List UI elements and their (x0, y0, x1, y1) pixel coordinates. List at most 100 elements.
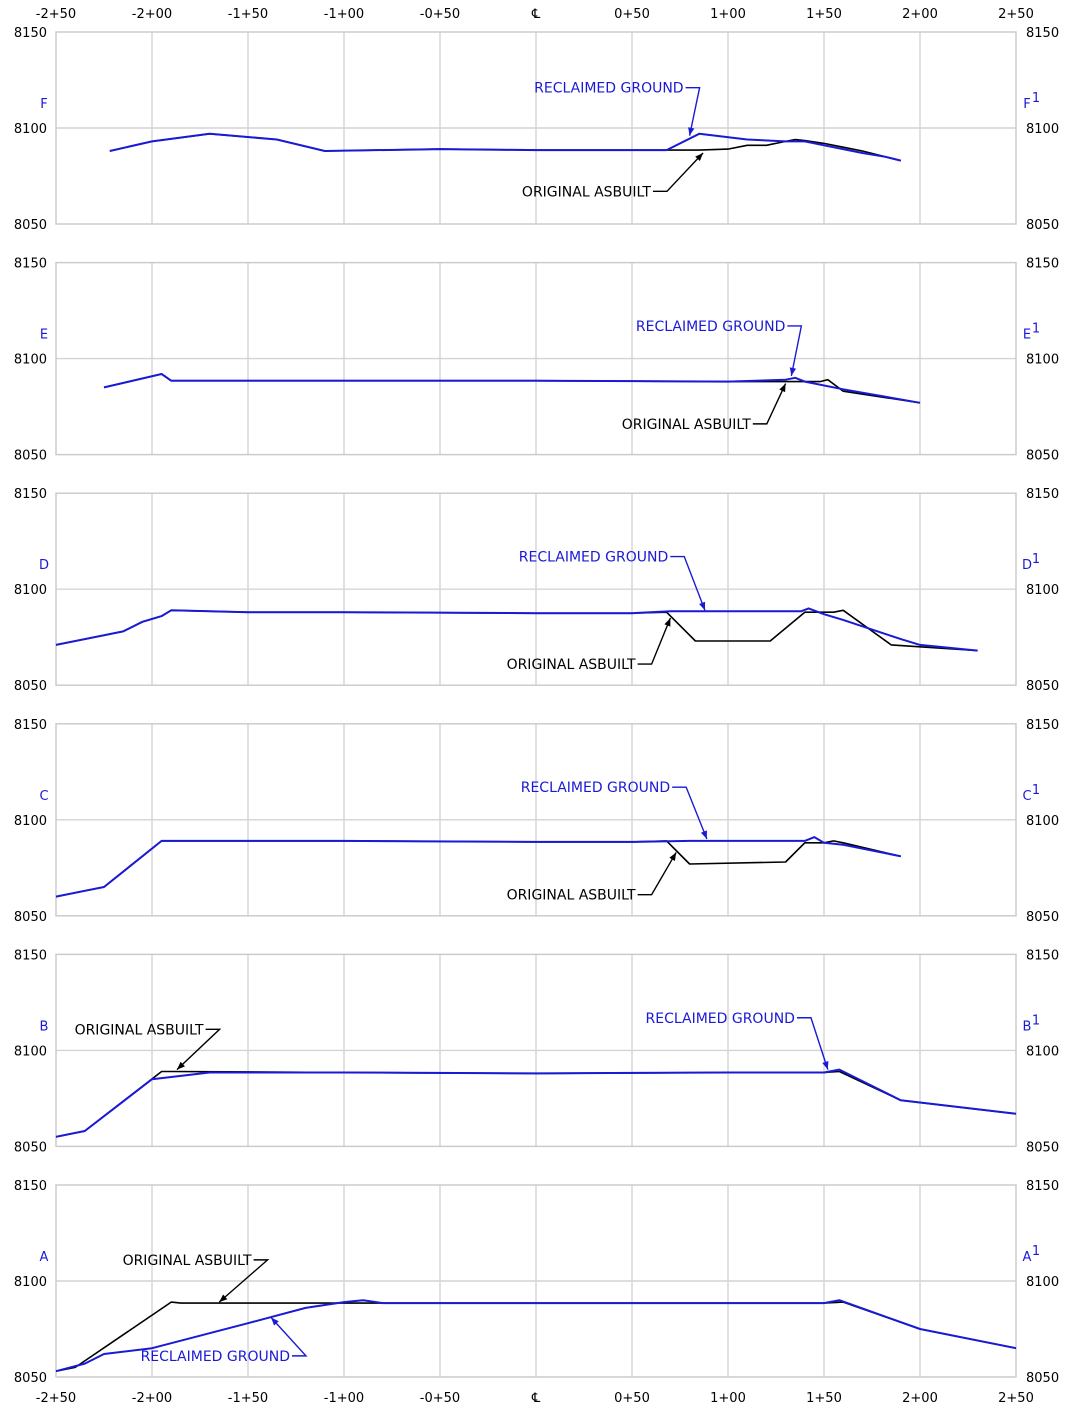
y-tick-label: 8150 (14, 948, 47, 963)
reclaimed-ground-label: RECLAIMED GROUND (646, 1011, 795, 1027)
y-tick-label: 8050 (14, 1371, 47, 1386)
y-tick-label: 8150 (14, 718, 47, 733)
reclaimed-ground-label: RECLAIMED GROUND (141, 1349, 290, 1365)
x-tick-label: 0+50 (614, 1391, 650, 1406)
reclaimed-ground-label: RECLAIMED GROUND (534, 81, 683, 97)
y-tick-label: 8050 (1026, 679, 1059, 694)
y-tick-label: 8050 (14, 910, 47, 925)
leader-arrowhead (699, 601, 706, 611)
reclaimed-ground-line (55, 1299, 1017, 1373)
y-tick-label: 8100 (14, 583, 47, 598)
y-tick-label: 8150 (1026, 257, 1059, 272)
leader-line (218, 1259, 270, 1303)
leader-line (270, 1317, 308, 1357)
y-tick-label: 8150 (14, 257, 47, 272)
y-tick-label: 8100 (14, 814, 47, 829)
x-tick-label: -1+50 (228, 1391, 268, 1406)
x-tick-label: 1+50 (806, 7, 842, 22)
y-tick-label: 8100 (14, 1044, 47, 1059)
y-tick-label: 8150 (1026, 948, 1059, 963)
leader-line (672, 786, 708, 840)
leader-arrowhead (822, 1061, 829, 1070)
panel-frame (55, 1184, 1017, 1378)
section-label-right: F (1023, 97, 1030, 112)
panel-frame (55, 492, 1017, 686)
panel-frame (55, 723, 1017, 917)
leader-arrowhead (271, 1317, 279, 1326)
section-label-left: D (39, 558, 49, 573)
panel-frame (55, 31, 1017, 225)
section-label-left: B (40, 1019, 49, 1034)
section-label-left: F (40, 97, 47, 112)
x-tick-label: -2+00 (132, 1391, 172, 1406)
original-asbuilt-label: ORIGINAL ASBUILT (522, 184, 651, 200)
section-label-right: E (1023, 328, 1031, 343)
section-label-left: A (40, 1250, 49, 1265)
y-tick-label: 8100 (1026, 583, 1059, 598)
y-tick-label: 8050 (1026, 910, 1059, 925)
original-asbuilt-label: ORIGINAL ASBUILT (123, 1253, 252, 1269)
leader-line (796, 1017, 829, 1070)
section-label-left: E (40, 328, 48, 343)
x-tick-label: -0+50 (420, 1391, 460, 1406)
reclaimed-ground-label: RECLAIMED GROUND (636, 319, 785, 335)
y-tick-label: 8150 (1026, 1179, 1059, 1194)
leader-line (787, 325, 803, 377)
x-tick-label: -1+50 (228, 7, 268, 22)
y-tick-label: 8100 (1026, 353, 1059, 368)
y-tick-label: 8150 (14, 26, 47, 41)
x-tick-label: ℄ (531, 7, 541, 22)
leader-arrowhead (688, 127, 695, 136)
section-label-superscript: 1 (1032, 552, 1040, 567)
leader-line (176, 1028, 222, 1071)
reclaimed-ground-line (103, 373, 921, 404)
panel-frame (55, 953, 1017, 1148)
x-tick-label: 1+50 (806, 1391, 842, 1406)
section-label-right: D (1022, 558, 1032, 573)
x-tick-label: 2+50 (998, 7, 1034, 22)
original-asbuilt-label: ORIGINAL ASBUILT (75, 1022, 204, 1038)
y-tick-label: 8150 (14, 1179, 47, 1194)
y-tick-label: 8100 (14, 122, 47, 137)
top-station-axis: -2+50 -2+00 -1+50 -1+00 -0+50 ℄ 0+50 1+00 1+50 2+… (36, 7, 1034, 22)
x-tick-label: 2+50 (998, 1391, 1034, 1406)
leader-arrowhead (700, 830, 707, 839)
x-tick-label: 2+00 (902, 7, 938, 22)
leader-arrowhead (695, 152, 704, 161)
x-tick-label: -2+00 (132, 7, 172, 22)
section-label-right: C (1022, 789, 1031, 804)
leader-arrowhead (779, 383, 786, 393)
section-label-superscript: 1 (1032, 91, 1040, 106)
y-tick-label: 8100 (1026, 1275, 1059, 1290)
y-tick-label: 8050 (14, 679, 47, 694)
leader-arrowhead (219, 1294, 228, 1303)
reclaimed-ground-label: RECLAIMED GROUND (521, 780, 670, 796)
x-tick-label: -1+00 (324, 1391, 364, 1406)
y-tick-label: 8100 (1026, 1044, 1059, 1059)
leader-line (637, 617, 672, 665)
leader-line (637, 852, 677, 896)
section-label-superscript: 1 (1032, 1244, 1040, 1259)
section-label-right: B (1023, 1019, 1032, 1034)
section-label-right: A (1023, 1250, 1032, 1265)
leader-line (652, 152, 704, 193)
reclaimed-ground-line (55, 607, 978, 652)
reclaimed-ground-label: RECLAIMED GROUND (519, 550, 668, 566)
y-tick-label: 8150 (14, 487, 47, 502)
leader-arrowhead (664, 618, 671, 627)
section-label-superscript: 1 (1032, 1013, 1040, 1028)
original-asbuilt-label: ORIGINAL ASBUILT (622, 417, 751, 433)
x-tick-label: 1+00 (710, 7, 746, 22)
y-tick-label: 8150 (1026, 26, 1059, 41)
leader-arrowhead (176, 1061, 185, 1070)
y-tick-label: 8050 (1026, 449, 1059, 464)
y-tick-label: 8100 (14, 353, 47, 368)
leader-line (752, 383, 787, 425)
y-tick-label: 8050 (14, 449, 47, 464)
x-tick-label: -2+50 (36, 7, 76, 22)
